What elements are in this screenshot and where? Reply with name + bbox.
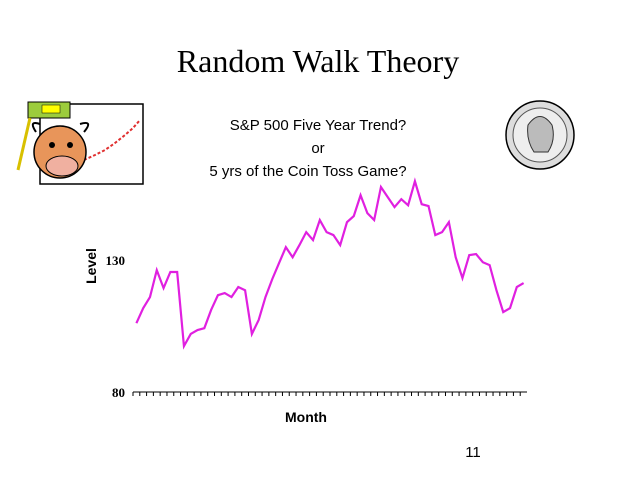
data-line — [135, 177, 525, 350]
y-tick-label: 130 — [106, 253, 126, 268]
bull-clipart — [16, 101, 144, 185]
y-axis-label: Level — [83, 248, 99, 284]
x-axis-label: Month — [285, 409, 327, 425]
chart-title: or — [311, 140, 324, 157]
slide-title: Random Walk Theory — [177, 43, 459, 79]
chart-title: 5 yrs of the Coin Toss Game? — [209, 163, 406, 180]
coin-clipart — [505, 100, 575, 170]
page-number: 11 — [465, 444, 481, 461]
chart-title: S&P 500 Five Year Trend? — [230, 117, 407, 134]
y-tick-label: 80 — [112, 385, 125, 400]
